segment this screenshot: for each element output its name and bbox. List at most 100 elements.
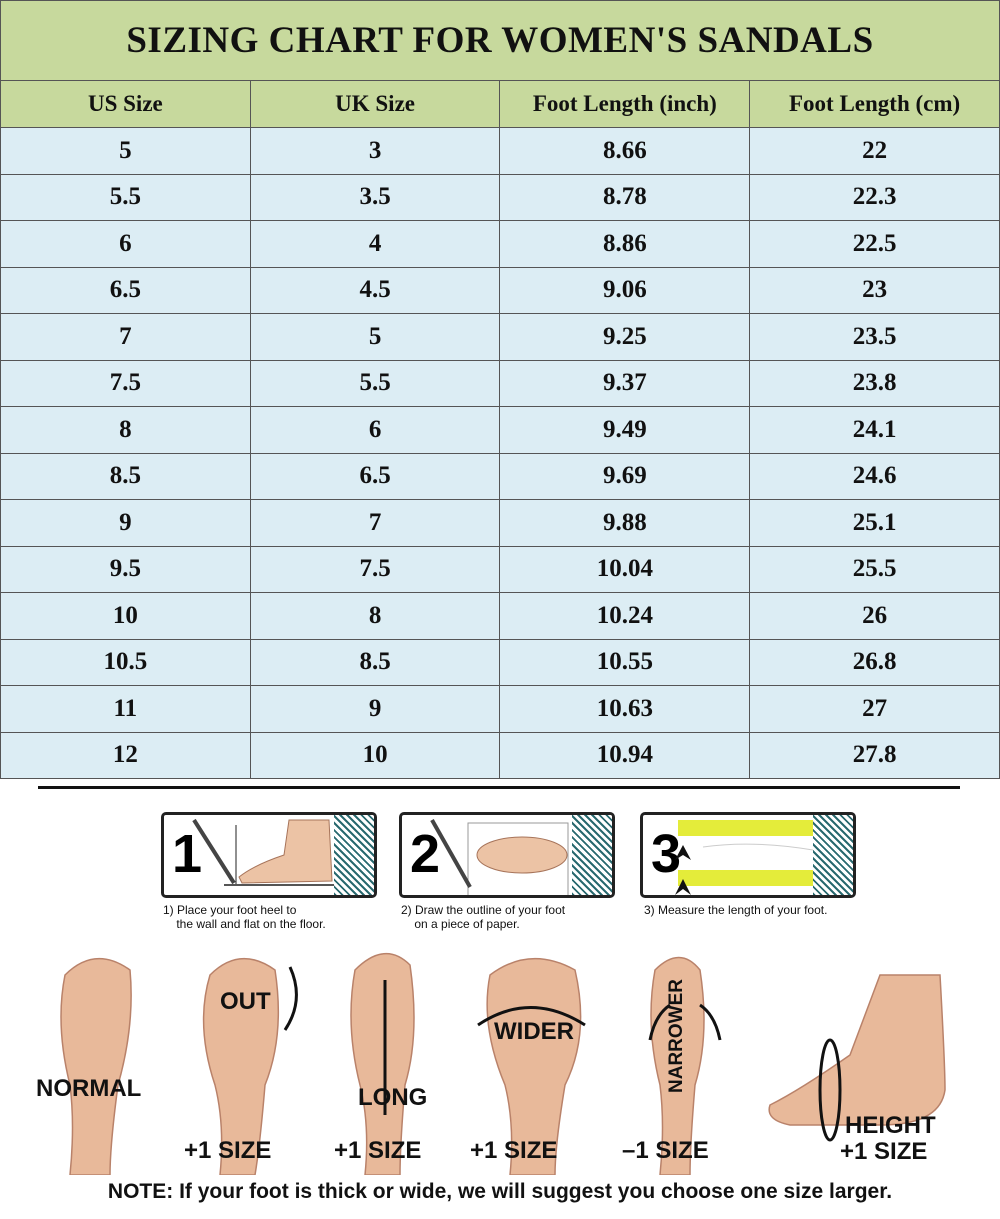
header-uk-size: UK Size [249, 80, 501, 128]
table-row: 6.5 4.5 9.06 23 [0, 266, 1000, 314]
step-3-caption: 3) Measure the length of your foot. [644, 903, 828, 917]
cell-uk-size: 3 [249, 127, 501, 175]
cell-foot-length-cm: 24.6 [749, 452, 1000, 500]
label-long: LONG [358, 1084, 428, 1111]
step-2-panel: 2 [399, 812, 615, 898]
cell-uk-size: 6.5 [249, 452, 501, 500]
cell-us-size: 12 [0, 731, 251, 779]
table-row: 10.5 8.5 10.55 26.8 [0, 638, 1000, 686]
high-arch-foot-icon [768, 974, 946, 1126]
divider [38, 786, 960, 789]
foot-types-illustration [60, 952, 946, 1175]
cell-foot-length-cm: 22 [749, 127, 1000, 175]
cell-foot-length-inch: 10.04 [499, 545, 751, 593]
step-1-panel: 1 [161, 812, 377, 898]
table-row: 7 5 9.25 23.5 [0, 313, 1000, 361]
step-3-panel: 3 [640, 812, 856, 898]
cell-uk-size: 8.5 [249, 638, 501, 686]
table-row: 5.5 3.5 8.78 22.3 [0, 173, 1000, 221]
cell-uk-size: 5.5 [249, 359, 501, 407]
size-chart-table: SIZING CHART FOR WOMEN'S SANDALS US Size… [0, 0, 1000, 779]
cell-uk-size: 9 [249, 685, 501, 733]
table-row: 5 3 8.66 22 [0, 127, 1000, 175]
header-foot-length-cm: Foot Length (cm) [749, 80, 1000, 128]
cell-foot-length-cm: 26.8 [749, 638, 1000, 686]
height-loop-icon [818, 1038, 842, 1142]
size-height: +1 SIZE [840, 1138, 928, 1165]
cell-foot-length-cm: 25.1 [749, 499, 1000, 547]
arrow-wider-icon [477, 1006, 586, 1027]
cell-foot-length-cm: 25.5 [749, 545, 1000, 593]
step-1-caption: 1) Place your foot heel to the wall and … [163, 903, 326, 931]
table-row: 8 6 9.49 24.1 [0, 406, 1000, 454]
cell-foot-length-inch: 8.78 [499, 173, 751, 221]
cell-foot-length-inch: 9.25 [499, 313, 751, 361]
cell-us-size: 8.5 [0, 452, 251, 500]
table-row: 12 10 10.94 27.8 [0, 731, 1000, 779]
foot-outline-icon [430, 819, 569, 895]
cell-foot-length-inch: 8.66 [499, 127, 751, 175]
cell-foot-length-inch: 10.63 [499, 685, 751, 733]
cell-foot-length-inch: 9.88 [499, 499, 751, 547]
label-normal: NORMAL [36, 1075, 142, 1102]
cell-us-size: 6.5 [0, 266, 251, 314]
normal-foot-icon [60, 957, 132, 1175]
cell-uk-size: 10 [249, 731, 501, 779]
cell-uk-size: 6 [249, 406, 501, 454]
cell-foot-length-cm: 27.8 [749, 731, 1000, 779]
arrow-narrower-icon [648, 1003, 722, 1041]
table-row: 11 9 10.63 27 [0, 685, 1000, 733]
foot-against-wall-icon [192, 818, 339, 886]
cell-uk-size: 3.5 [249, 173, 501, 221]
size-narrower: –1 SIZE [622, 1137, 709, 1164]
table-row: 8.5 6.5 9.69 24.6 [0, 452, 1000, 500]
table-row: 9 7 9.88 25.1 [0, 499, 1000, 547]
cell-us-size: 10 [0, 592, 251, 640]
cell-uk-size: 7 [249, 499, 501, 547]
cell-foot-length-inch: 9.37 [499, 359, 751, 407]
cell-uk-size: 5 [249, 313, 501, 361]
label-narrower: NARROWER [666, 979, 687, 1093]
wall-hatch [813, 815, 853, 895]
cell-foot-length-cm: 23.5 [749, 313, 1000, 361]
cell-uk-size: 8 [249, 592, 501, 640]
cell-us-size: 7 [0, 313, 251, 361]
table-row: 6 4 8.86 22.5 [0, 220, 1000, 268]
header-foot-length-inch: Foot Length (inch) [499, 80, 751, 128]
cell-foot-length-inch: 10.24 [499, 592, 751, 640]
table-row: 7.5 5.5 9.37 23.8 [0, 359, 1000, 407]
cell-foot-length-inch: 9.69 [499, 452, 751, 500]
cell-us-size: 5 [0, 127, 251, 175]
step-number: 1 [172, 824, 203, 884]
size-long: +1 SIZE [334, 1137, 422, 1164]
cell-uk-size: 4 [249, 220, 501, 268]
size-wider: +1 SIZE [470, 1137, 558, 1164]
long-foot-icon [350, 952, 415, 1175]
cell-us-size: 6 [0, 220, 251, 268]
cell-foot-length-cm: 27 [749, 685, 1000, 733]
cell-us-size: 8 [0, 406, 251, 454]
table-row: 10 8 10.24 26 [0, 592, 1000, 640]
cell-foot-length-cm: 22.3 [749, 173, 1000, 221]
cell-foot-length-cm: 23.8 [749, 359, 1000, 407]
cell-foot-length-cm: 22.5 [749, 220, 1000, 268]
chart-title: SIZING CHART FOR WOMEN'S SANDALS [0, 0, 1000, 81]
step-number: 3 [651, 824, 682, 884]
cell-foot-length-cm: 24.1 [749, 406, 1000, 454]
cell-foot-length-inch: 9.06 [499, 266, 751, 314]
step-number: 2 [410, 824, 441, 884]
header-us-size: US Size [0, 80, 251, 128]
size-out: +1 SIZE [184, 1137, 272, 1164]
cell-foot-length-inch: 8.86 [499, 220, 751, 268]
arrow-out-icon [283, 966, 298, 1031]
cell-foot-length-cm: 26 [749, 592, 1000, 640]
cell-us-size: 7.5 [0, 359, 251, 407]
step-2-caption: 2) Draw the outline of your foot on a pi… [401, 903, 566, 931]
table-row: 9.5 7.5 10.04 25.5 [0, 545, 1000, 593]
cell-uk-size: 4.5 [249, 266, 501, 314]
label-wider: WIDER [494, 1018, 574, 1045]
cell-foot-length-inch: 9.49 [499, 406, 751, 454]
cell-foot-length-inch: 10.55 [499, 638, 751, 686]
cell-us-size: 10.5 [0, 638, 251, 686]
cell-us-size: 5.5 [0, 173, 251, 221]
